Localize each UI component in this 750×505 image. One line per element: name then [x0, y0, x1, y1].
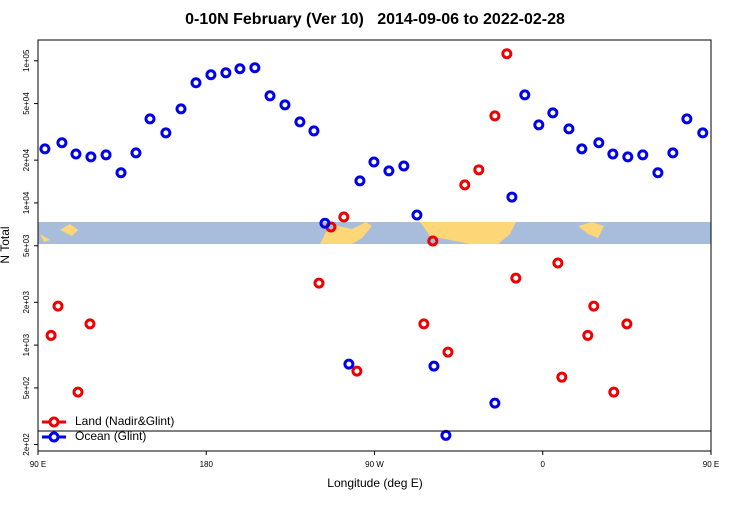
point: [354, 175, 366, 187]
point: [442, 346, 454, 358]
point: [506, 191, 518, 203]
point: [621, 318, 633, 330]
point: [428, 360, 440, 372]
point: [607, 148, 619, 160]
point: [418, 318, 430, 330]
y-tick-label: 5e+04: [22, 92, 31, 115]
point: [205, 69, 217, 81]
point: [582, 329, 594, 341]
point: [84, 318, 96, 330]
point: [533, 119, 545, 131]
point: [249, 62, 261, 74]
point: [459, 179, 471, 191]
y-tick-label: 2e+03: [22, 291, 31, 314]
y-tick-label: 5e+02: [22, 376, 31, 399]
point: [667, 147, 679, 159]
y-tick-label: 1e+03: [22, 333, 31, 356]
y-tick-label: 1e+05: [22, 49, 31, 72]
y-tick-label: 2e+04: [22, 148, 31, 171]
point: [160, 127, 172, 139]
point: [519, 89, 531, 101]
legend-label: Ocean (Glint): [75, 429, 146, 443]
legend-marker: [48, 431, 60, 443]
point: [294, 116, 306, 128]
point: [368, 156, 380, 168]
point: [398, 160, 410, 172]
point: [70, 148, 82, 160]
y-axis-label: N Total: [0, 226, 12, 263]
point: [681, 113, 693, 125]
point: [343, 358, 355, 370]
point: [130, 147, 142, 159]
point: [313, 277, 325, 289]
point: [279, 99, 291, 111]
x-tick-label: 0: [541, 460, 546, 469]
point: [190, 77, 202, 89]
legend-marker: [48, 416, 60, 428]
x-axis-label: Longitude (deg E): [327, 476, 422, 490]
point: [563, 123, 575, 135]
point: [175, 103, 187, 115]
x-tick-label: 180: [200, 460, 214, 469]
point: [501, 48, 513, 60]
point: [115, 167, 127, 179]
y-tick-label: 5e+03: [22, 234, 31, 257]
point: [440, 429, 452, 441]
point: [39, 143, 51, 155]
legend-label: Land (Nadir&Glint): [75, 414, 174, 428]
point: [308, 125, 320, 137]
point: [427, 235, 439, 247]
point: [85, 151, 97, 163]
point: [220, 67, 232, 79]
chart-title: 0-10N February (Ver 10) 2014-09-06 to 20…: [185, 11, 565, 28]
point: [489, 397, 501, 409]
point: [234, 63, 246, 75]
point: [411, 209, 423, 221]
point: [351, 365, 363, 377]
point: [556, 371, 568, 383]
point: [593, 137, 605, 149]
point: [652, 167, 664, 179]
point: [144, 113, 156, 125]
y-tick-label: 2e+02: [22, 433, 31, 456]
point: [100, 149, 112, 161]
point: [319, 217, 331, 229]
point: [338, 211, 350, 223]
x-tick-label: 90 E: [30, 460, 46, 469]
point: [473, 164, 485, 176]
point: [72, 386, 84, 398]
map-strip: [38, 222, 711, 244]
point: [510, 272, 522, 284]
point: [622, 151, 634, 163]
x-tick-label: 90 E: [703, 460, 719, 469]
point: [576, 143, 588, 155]
y-tick-label: 1e+04: [22, 191, 31, 214]
point: [489, 110, 501, 122]
point: [264, 90, 276, 102]
point: [637, 149, 649, 161]
point: [547, 107, 559, 119]
x-tick-label: 90 W: [365, 460, 384, 469]
point: [383, 165, 395, 177]
point: [45, 329, 57, 341]
point: [697, 127, 709, 139]
point: [56, 137, 68, 149]
point: [52, 300, 64, 312]
point: [588, 300, 600, 312]
point: [608, 386, 620, 398]
point: [552, 257, 564, 269]
